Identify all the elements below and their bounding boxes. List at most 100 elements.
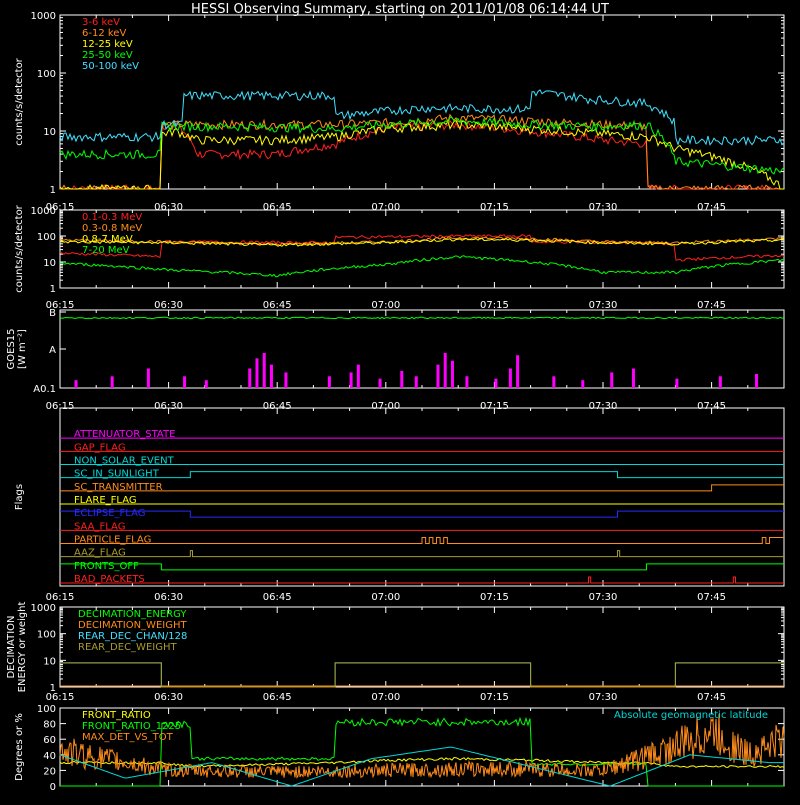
panel1-legend-3: 25-50 keV xyxy=(82,50,133,61)
panel3-ylabel-line: GOES15 xyxy=(6,328,17,369)
flux-bar xyxy=(204,380,208,388)
flux-bar xyxy=(414,376,418,388)
series-line xyxy=(60,662,784,688)
panel5-xtick-label: 07:15 xyxy=(480,692,509,703)
panel1-ylabel-line: counts/s/detector xyxy=(14,57,25,145)
panel6-ylabel: Degrees or % xyxy=(14,713,25,781)
panel3-xtick-label: 07:15 xyxy=(480,401,509,412)
panel3-xtick-label: 07:30 xyxy=(589,401,618,412)
panel3-ytick-label: B xyxy=(49,308,56,319)
series-line xyxy=(59,713,785,779)
panel2-xtick-label: 07:45 xyxy=(697,300,726,311)
series-line xyxy=(60,716,784,787)
flux-bar xyxy=(269,364,273,388)
flag-label: SAA_FLAG xyxy=(74,521,125,532)
panel4-ylabel-line: Flags xyxy=(14,484,25,510)
flag-label: PARTICLE_FLAG xyxy=(74,535,151,546)
panel5-legend-0: DECIMATION_ENERGY xyxy=(78,609,187,620)
panel5-ytick-label: 10 xyxy=(43,656,56,667)
panel5-ytick-label: 100 xyxy=(37,630,56,641)
flux-bar xyxy=(400,370,404,388)
series-line xyxy=(59,116,785,175)
panel1-ylabel: counts/s/detector xyxy=(14,57,25,145)
flux-bar xyxy=(183,376,187,388)
panel2-legend-3: 7-20 MeV xyxy=(82,245,130,256)
flux-bar xyxy=(443,352,447,388)
panel6-legend-0: FRONT_RATIO xyxy=(82,710,151,721)
flag-line xyxy=(60,537,784,544)
panel2-legend-0: 0.1-0.3 MeV xyxy=(82,212,142,223)
flux-bar xyxy=(110,376,114,388)
panel1-xtick-label: 06:30 xyxy=(154,202,183,213)
panel2-ytick-label: 10 xyxy=(43,258,56,269)
panel1-legend-0: 3-6 keV xyxy=(82,17,120,28)
flag-line xyxy=(60,576,784,584)
panel2-xtick-label: 06:45 xyxy=(263,300,292,311)
panel2-legend-2: 0.8-7 MeV xyxy=(82,234,133,245)
panel5-ylabel-line: DECIMATION xyxy=(6,615,17,678)
panel1-ytick-label: 1 xyxy=(50,185,56,196)
panel1-xtick-label: 06:45 xyxy=(263,202,292,213)
flag-label: NON_SOLAR_EVENT xyxy=(74,456,175,467)
panel2-xtick-label: 06:30 xyxy=(154,300,183,311)
panel4-xtick-label: 07:00 xyxy=(371,592,400,603)
flag-label: SC_IN_SUNLIGHT xyxy=(74,469,160,480)
panel3-ytick-label: A0.1 xyxy=(33,384,56,395)
panel1-ytick-label: 1000 xyxy=(31,11,56,22)
panel5-legend-3: REAR_DEC_WEIGHT xyxy=(78,642,177,653)
panel1-xtick-label: 07:15 xyxy=(480,202,509,213)
panel1-legend-1: 6-12 keV xyxy=(82,28,126,39)
flag-line xyxy=(60,550,784,558)
panel3-ytick-label: A xyxy=(49,345,56,356)
panel6-ytick-label: 80 xyxy=(43,720,56,731)
panel2-ytick-label: 100 xyxy=(37,232,56,243)
flag-line xyxy=(60,510,784,518)
flag-line xyxy=(60,471,784,479)
panel1-xtick-label: 07:00 xyxy=(371,202,400,213)
series-line xyxy=(59,316,784,320)
panel2-ylabel: counts/s/detector xyxy=(14,204,25,292)
panel5-xtick-label: 07:30 xyxy=(589,692,618,703)
flux-bar xyxy=(508,368,512,388)
panel5-xtick-label: 07:45 xyxy=(697,692,726,703)
figure-title: HESSI Observing Summary, starting on 201… xyxy=(191,2,609,17)
series-line xyxy=(59,746,784,787)
panel2-ylabel-line: counts/s/detector xyxy=(14,204,25,292)
panel2-xtick-label: 07:00 xyxy=(371,300,400,311)
panel2-ytick-label: 1000 xyxy=(31,206,56,217)
flux-bar xyxy=(356,364,360,388)
flux-bar xyxy=(718,376,722,388)
panel3-ylabel: GOES15[W m⁻²] xyxy=(6,328,28,369)
series-line xyxy=(59,237,785,247)
panel5-xtick-label: 06:45 xyxy=(263,692,292,703)
panel4-ylabel: Flags xyxy=(14,484,25,510)
flux-bar xyxy=(436,364,440,388)
panel1-xtick-label: 07:30 xyxy=(589,202,618,213)
panel6-ylabel-line: Degrees or % xyxy=(14,713,25,781)
flag-label: GAP_FLAG xyxy=(74,442,126,453)
series-line xyxy=(59,236,785,247)
flux-bar xyxy=(465,376,469,388)
panel3-xtick-label: 07:45 xyxy=(697,401,726,412)
panel2-ytick-label: 1 xyxy=(50,284,56,295)
panel6-legend-1: FRONT_RATIO_1225 xyxy=(82,721,181,732)
flag-label: SC_TRANSMITTER xyxy=(74,482,163,493)
flux-bar xyxy=(516,355,520,388)
panel3-xtick-label: 07:00 xyxy=(371,401,400,412)
flux-bar xyxy=(327,376,331,388)
panel5-legend-1: DECIMATION_WEIGHT xyxy=(78,620,187,631)
panel5-xtick-label: 07:00 xyxy=(371,692,400,703)
flux-bar xyxy=(610,372,614,388)
flux-bar xyxy=(631,368,635,388)
flux-bar xyxy=(284,372,288,388)
flux-bar xyxy=(349,372,353,388)
flux-bar xyxy=(255,358,259,388)
flux-bar xyxy=(581,380,585,388)
panel6-annotation: Absolute geomagnetic latitude xyxy=(614,710,768,721)
series-line xyxy=(59,113,784,190)
panel6-legend-2: MAX_DET_VS_TOT xyxy=(82,732,174,743)
panel5-legend-2: REAR_DEC_CHAN/128 xyxy=(78,631,187,642)
